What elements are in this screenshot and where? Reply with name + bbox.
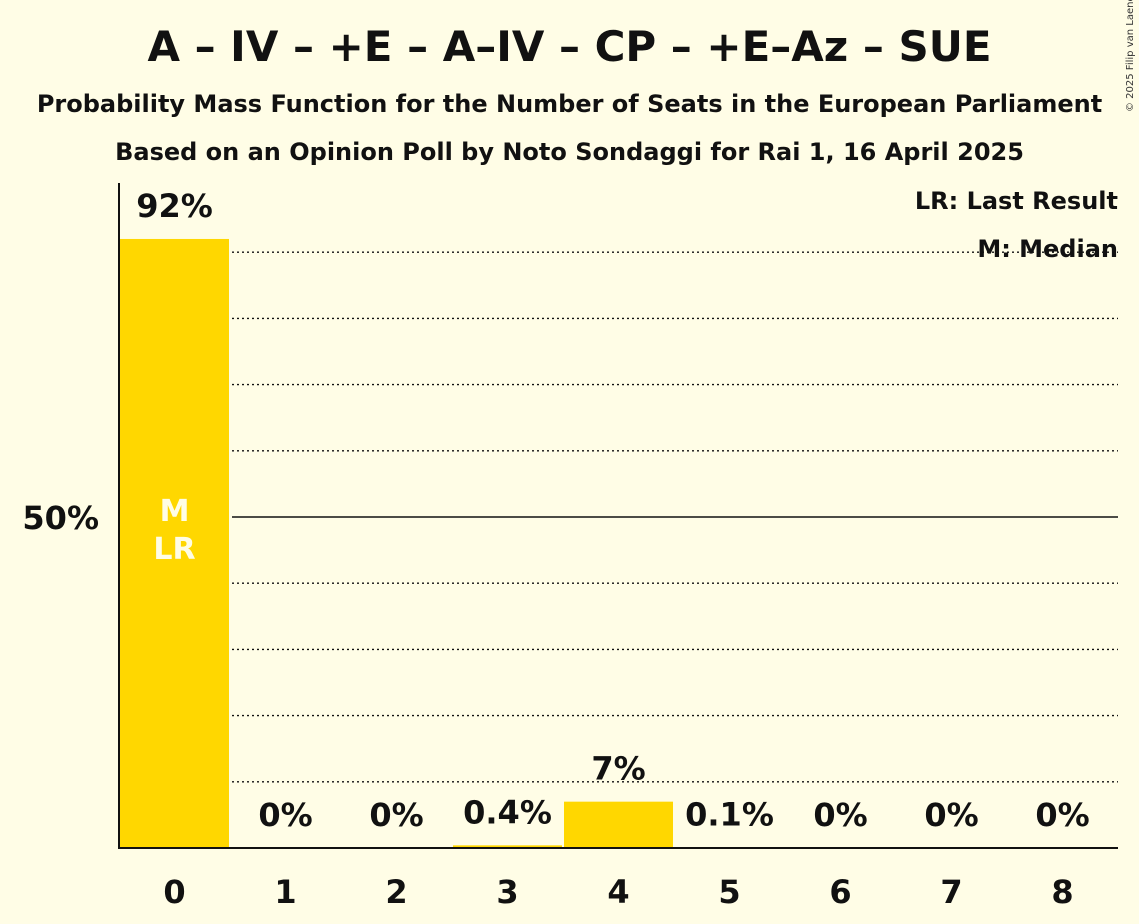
x-tick-label-6: 6 <box>829 873 851 911</box>
bar-0 <box>120 238 229 848</box>
x-tick-label-7: 7 <box>940 873 962 911</box>
y-tick-label-50: 50% <box>22 499 99 537</box>
bar-labels: 92% 0% 0% 0.4% 7% 0.1% 0% 0% 0% MLR <box>136 187 1089 834</box>
bar-3 <box>453 845 562 848</box>
bar-value-label-7: 0% <box>924 796 978 834</box>
bar-value-label-2: 0% <box>369 796 423 834</box>
bars <box>120 238 784 848</box>
bar-4 <box>564 801 673 848</box>
x-tick-label-3: 3 <box>496 873 518 911</box>
x-tick-label-0: 0 <box>163 873 185 911</box>
legend-median: M: Median <box>977 235 1118 263</box>
bar-value-label-1: 0% <box>258 796 312 834</box>
x-tick-label-5: 5 <box>718 873 740 911</box>
bar-marker-lr: LR <box>153 532 195 567</box>
bar-value-label-4: 7% <box>591 750 645 788</box>
bar-value-label-8: 0% <box>1035 796 1089 834</box>
axes <box>118 183 1118 849</box>
page-source: Based on an Opinion Poll by Noto Sondagg… <box>115 138 1024 166</box>
x-tick-label-2: 2 <box>385 873 407 911</box>
page-subtitle: Probability Mass Function for the Number… <box>36 90 1103 118</box>
x-tick-label-4: 4 <box>607 873 629 911</box>
bar-value-label-3: 0.4% <box>463 793 552 831</box>
bar-value-label-5: 0.1% <box>685 795 774 833</box>
bar-marker-m: M <box>160 494 190 529</box>
legend-last-result: LR: Last Result <box>915 187 1118 215</box>
page-title: A – IV – +E – A–IV – CP – +E–Az – SUE <box>147 22 992 71</box>
x-tick-label-8: 8 <box>1051 873 1073 911</box>
gridlines <box>232 251 1118 783</box>
bar-value-label-6: 0% <box>813 796 867 834</box>
bar-value-label-0: 92% <box>136 187 213 225</box>
x-tick-label-1: 1 <box>274 873 296 911</box>
tick-labels: 0 1 2 3 4 5 6 7 8 50% <box>22 499 1073 911</box>
